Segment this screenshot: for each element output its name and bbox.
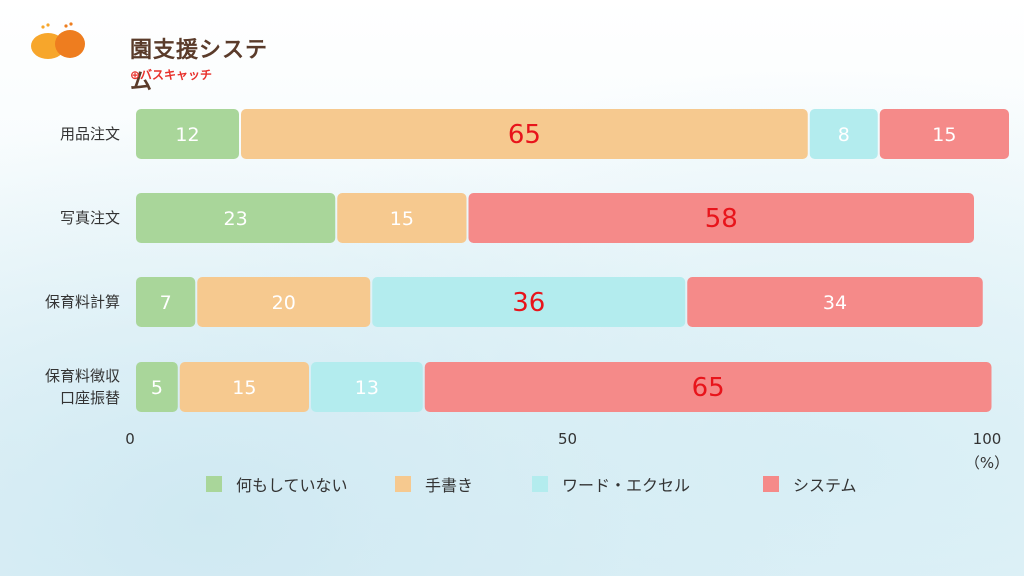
bar-segment [424, 362, 992, 412]
bird-logo-icon [31, 22, 85, 59]
data-label: 8 [838, 124, 850, 146]
data-label: 12 [175, 124, 199, 146]
category-label: 口座振替 [60, 389, 120, 407]
legend-swatch [395, 476, 411, 492]
bar-segment [879, 109, 1009, 159]
data-label: 15 [932, 124, 956, 146]
data-label: 20 [272, 292, 296, 314]
data-label: 65 [692, 373, 725, 403]
legend-swatch [206, 476, 222, 492]
bar-segment [311, 362, 423, 412]
brand-logo: 園支援システム ⊕バスキャッチ [30, 18, 290, 95]
bar-segment [136, 362, 178, 412]
bar-segment [241, 109, 808, 159]
data-label: 7 [160, 292, 172, 314]
bar-segment [136, 109, 239, 159]
bar-segment [687, 277, 983, 327]
bar-segment [337, 193, 467, 243]
bar-segment [197, 277, 371, 327]
legend-label: 手書き [425, 476, 473, 495]
bar-segment [809, 109, 878, 159]
legend-label: システム [793, 476, 857, 495]
x-axis-unit: （%） [965, 454, 1009, 472]
data-label: 23 [224, 208, 248, 230]
legend-label: ワード・エクセル [562, 476, 690, 495]
data-label: 13 [355, 377, 379, 399]
data-label: 36 [512, 288, 545, 318]
bar-segment [468, 193, 974, 243]
brand-subtitle: ⊕バスキャッチ [130, 68, 213, 82]
legend-swatch [532, 476, 548, 492]
data-label: 15 [390, 208, 414, 230]
bar-segment [136, 277, 196, 327]
x-tick-label: 50 [558, 430, 577, 448]
data-label: 58 [705, 204, 738, 234]
x-tick-label: 0 [125, 430, 135, 448]
x-tick-label: 100 [973, 430, 1002, 448]
legend-label: 何もしていない [236, 476, 348, 495]
category-label: 用品注文 [60, 125, 120, 143]
legend-swatch [763, 476, 779, 492]
data-label: 15 [232, 377, 256, 399]
category-label: 保育料計算 [45, 293, 120, 311]
brand-title: 園支援システム [130, 38, 269, 95]
data-label: 5 [151, 377, 163, 399]
data-label: 34 [823, 292, 847, 314]
category-label: 写真注文 [60, 209, 120, 227]
bar-segment [372, 277, 686, 327]
data-label: 65 [508, 120, 541, 150]
bar-segment [136, 193, 336, 243]
bar-segment [179, 362, 309, 412]
category-label: 保育料徴収 [45, 367, 120, 385]
